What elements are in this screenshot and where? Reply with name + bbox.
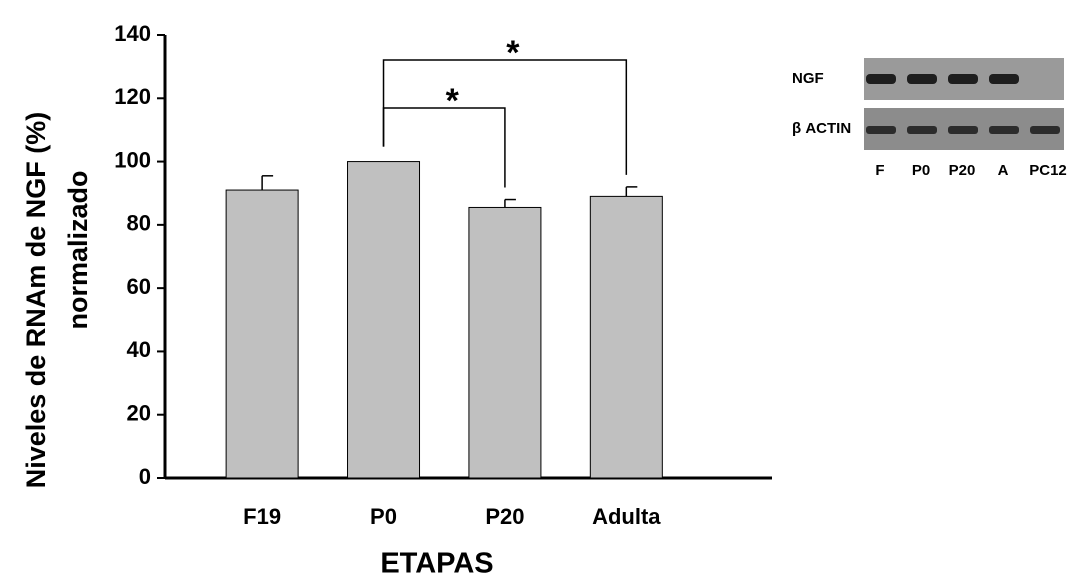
- x-tick-label: P20: [485, 504, 524, 529]
- significance-label: *: [446, 82, 460, 120]
- gel-lane-label: P20: [949, 162, 976, 179]
- y-axis-label: normalizado: [63, 170, 93, 329]
- gel-band: [866, 126, 896, 134]
- x-tick-label: P0: [370, 504, 397, 529]
- gel-band: [866, 74, 896, 84]
- y-tick-label: 100: [114, 147, 151, 172]
- gel-row-label: NGF: [792, 70, 824, 87]
- bar: [469, 207, 541, 478]
- bar: [348, 162, 420, 478]
- y-tick-label: 80: [127, 211, 151, 236]
- gel-lane-label: F: [875, 162, 884, 179]
- gel-band: [1030, 126, 1060, 134]
- x-axis-label: ETAPAS: [380, 548, 493, 580]
- y-tick-label: 20: [127, 401, 151, 426]
- x-tick-label: Adulta: [592, 504, 661, 529]
- error-bar: [262, 176, 273, 190]
- x-tick-label: F19: [243, 504, 281, 529]
- gel-band: [989, 74, 1019, 84]
- chart: NGF β ACTIN F P0 P20 A PC12 0 20 40 60 80 100 120 140…: [0, 0, 1072, 582]
- gel-band: [907, 74, 937, 84]
- y-tick-label: 0: [139, 464, 151, 489]
- y-tick-label: 60: [127, 274, 151, 299]
- y-axis-label: Niveles de RNAm de NGF (%): [21, 112, 51, 489]
- error-bar: [626, 187, 637, 196]
- bar: [590, 196, 662, 478]
- gel-row-label: β ACTIN: [792, 120, 851, 137]
- gel-lane-label: P0: [912, 162, 930, 179]
- gel-band: [948, 126, 978, 134]
- significance-label: *: [506, 34, 520, 72]
- gel-band: [948, 74, 978, 84]
- gel-image: NGF β ACTIN F P0 P20 A PC12: [792, 58, 1067, 179]
- page: {"chart_data": {"type": "bar", "y_label"…: [0, 0, 1072, 582]
- gel-band: [907, 126, 937, 134]
- y-tick-label: 120: [114, 84, 151, 109]
- bar: [226, 190, 298, 478]
- error-bar: [505, 200, 516, 208]
- gel-lane-label: A: [998, 162, 1009, 179]
- gel-band: [989, 126, 1019, 134]
- gel-lane-label: PC12: [1029, 162, 1067, 179]
- y-tick-label: 40: [127, 337, 151, 362]
- y-tick-label: 140: [114, 21, 151, 46]
